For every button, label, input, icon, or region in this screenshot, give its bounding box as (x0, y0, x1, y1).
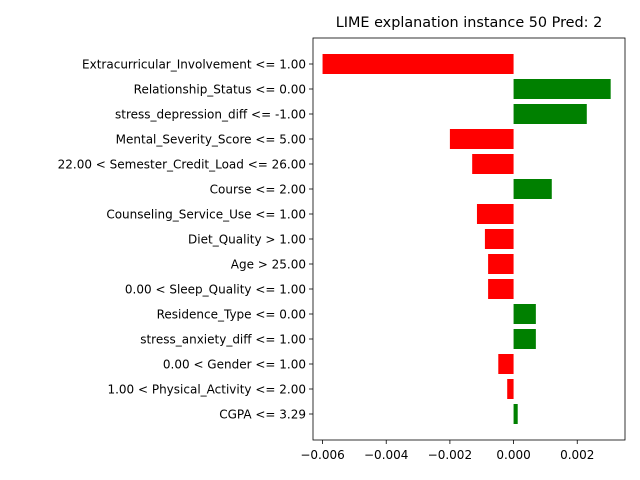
y-tick-label-9: 0.00 < Sleep_Quality <= 1.00 (125, 283, 306, 297)
y-tick-label-1: Relationship_Status <= 0.00 (134, 83, 306, 97)
y-tick-labels: Extracurricular_Involvement <= 1.00 Relat… (58, 58, 313, 422)
bars-group (322, 54, 611, 424)
chart-title: LIME explanation instance 50 Pred: 2 (336, 15, 603, 31)
x-tick-label-4: 0.002 (560, 448, 594, 462)
y-tick-label-6: Counseling_Service_Use <= 1.00 (106, 208, 306, 222)
x-tick-label-0: −0.006 (300, 448, 344, 462)
x-tick-label-1: −0.004 (364, 448, 408, 462)
y-tick-label-14: CGPA <= 3.29 (219, 408, 306, 422)
y-tick-label-0: Extracurricular_Involvement <= 1.00 (82, 58, 306, 72)
x-tick-labels: −0.006 −0.004 −0.002 0.000 0.002 (300, 440, 594, 462)
bar-10 (513, 304, 536, 324)
y-tick-label-8: Age > 25.00 (231, 258, 306, 272)
y-tick-label-7: Diet_Quality > 1.00 (188, 233, 306, 247)
x-tick-label-2: −0.002 (428, 448, 472, 462)
bar-11 (513, 329, 536, 349)
bar-5 (513, 179, 552, 199)
y-tick-label-4: 22.00 < Semester_Credit_Load <= 26.00 (58, 158, 306, 172)
bar-3 (449, 129, 514, 149)
bar-6 (476, 204, 514, 224)
bar-14 (513, 404, 518, 424)
bar-9 (488, 279, 514, 299)
plot-frame (312, 37, 626, 441)
x-tick-label-3: 0.000 (496, 448, 530, 462)
y-tick-label-12: 0.00 < Gender <= 1.00 (163, 358, 306, 372)
bar-4 (472, 154, 514, 174)
bar-7 (484, 229, 514, 249)
bar-0 (322, 54, 514, 74)
bar-13 (507, 379, 514, 399)
bar-1 (513, 79, 611, 99)
bar-8 (488, 254, 514, 274)
bar-12 (498, 354, 514, 374)
y-tick-label-13: 1.00 < Physical_Activity <= 2.00 (107, 383, 306, 397)
y-tick-label-10: Residence_Type <= 0.00 (157, 308, 306, 322)
bar-2 (513, 104, 587, 124)
y-tick-label-5: Course <= 2.00 (210, 183, 306, 197)
y-tick-label-3: Mental_Severity_Score <= 5.00 (116, 133, 306, 147)
y-tick-label-2: stress_depression_diff <= -1.00 (115, 108, 306, 122)
y-tick-label-11: stress_anxiety_diff <= 1.00 (140, 333, 306, 347)
